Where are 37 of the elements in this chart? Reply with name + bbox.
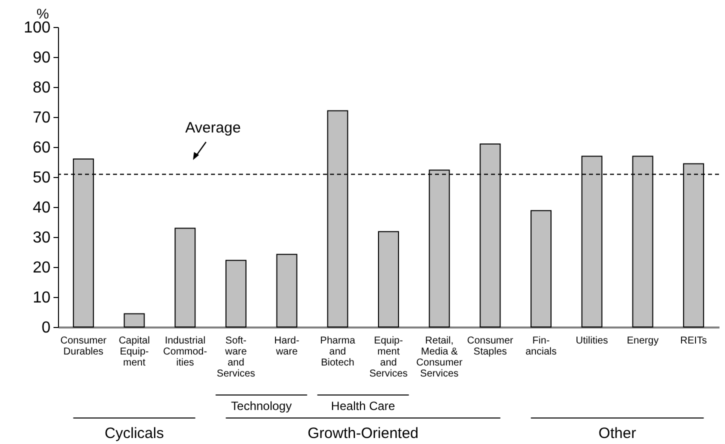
text: Other	[598, 425, 636, 442]
x-tick-label: Fin- ancials	[525, 336, 557, 358]
text: Cyclicals	[104, 425, 164, 442]
y-tick-label: 70	[32, 110, 51, 126]
y-tick-label: 80	[32, 80, 51, 96]
ref-line-label: Average	[185, 119, 241, 136]
y-tick-label: 20	[32, 260, 51, 276]
x-tick-label: Hard- ware	[274, 336, 300, 358]
x-tick-label: REITs	[680, 336, 707, 346]
y-axis-title: %	[36, 6, 49, 22]
bar	[174, 228, 196, 328]
text: Technology	[231, 399, 292, 413]
x-tick-label: Consumer Durables	[60, 336, 108, 358]
bar	[530, 210, 552, 328]
y-tick-label: 10	[32, 290, 51, 306]
x-tick-label: Capital Equip- ment	[118, 336, 150, 368]
y-tick-label: 0	[42, 320, 51, 336]
bar	[225, 260, 246, 328]
x-tick-label: Soft- ware and Services	[216, 336, 256, 380]
bar	[276, 254, 298, 328]
x-tick-label: Retail, Media & Consumer Services	[416, 336, 464, 380]
y-tick-label: 60	[32, 140, 51, 156]
x-tick-label: Utilities	[576, 336, 608, 346]
x-tick-label: Pharma and Biotech	[320, 336, 356, 368]
bar	[124, 313, 145, 328]
text: Health Care	[331, 399, 396, 413]
text: Growth-Oriented	[308, 425, 419, 442]
x-tick-label: Energy	[626, 336, 659, 346]
y-tick-label: 30	[32, 230, 51, 246]
y-tick-label: 90	[32, 50, 51, 66]
x-tick-label: Equip- ment and Services	[369, 336, 408, 380]
y-tick-label: 50	[32, 170, 51, 186]
y-tick-label: 100	[24, 20, 51, 36]
bar	[378, 231, 399, 328]
y-tick-label: 40	[32, 200, 51, 216]
x-tick-label: Consumer Staples	[467, 336, 514, 358]
x-tick-label: Industrial Commod- ities	[163, 336, 208, 368]
